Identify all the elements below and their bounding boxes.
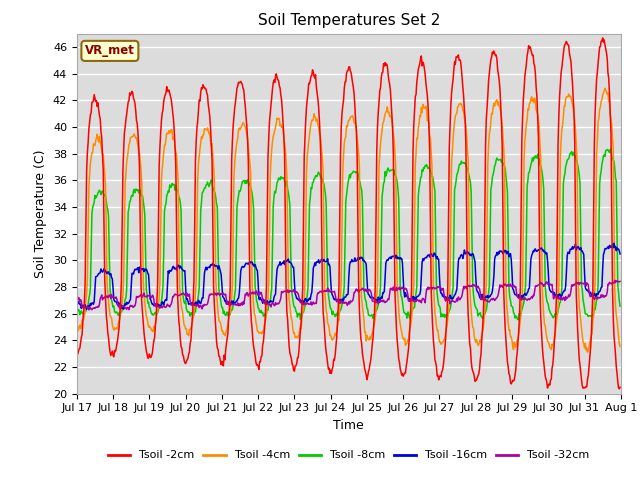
Line: Tsoil -8cm: Tsoil -8cm [77, 149, 620, 320]
Tsoil -32cm [616, 278, 624, 284]
Tsoil -32cm [611, 277, 619, 283]
Text: VR_met: VR_met [85, 44, 135, 58]
Tsoil -2cm [599, 35, 607, 41]
Tsoil -8cm [194, 298, 202, 303]
Tsoil -2cm [194, 119, 202, 124]
Tsoil -4cm [601, 85, 609, 91]
Tsoil -16cm [415, 292, 423, 298]
Tsoil -32cm [223, 301, 231, 307]
Tsoil -2cm [616, 386, 623, 392]
Tsoil -2cm [415, 66, 422, 72]
Tsoil -2cm [73, 348, 81, 353]
Tsoil -2cm [139, 310, 147, 316]
Line: Tsoil -16cm: Tsoil -16cm [77, 243, 620, 309]
Tsoil -16cm [616, 251, 624, 257]
Line: Tsoil -32cm: Tsoil -32cm [77, 280, 620, 310]
Tsoil -32cm [415, 299, 423, 304]
Tsoil -8cm [415, 193, 422, 199]
Line: Tsoil -2cm: Tsoil -2cm [77, 38, 620, 389]
Tsoil -2cm [616, 384, 624, 390]
Tsoil -32cm [140, 291, 147, 297]
Tsoil -4cm [415, 125, 422, 131]
X-axis label: Time: Time [333, 419, 364, 432]
Tsoil -8cm [139, 193, 147, 199]
Tsoil -16cm [431, 251, 439, 257]
Tsoil -16cm [610, 240, 618, 246]
Y-axis label: Soil Temperature (C): Soil Temperature (C) [35, 149, 47, 278]
Tsoil -4cm [194, 178, 202, 183]
Tsoil -4cm [223, 328, 230, 334]
Tsoil -32cm [83, 304, 90, 310]
Tsoil -4cm [616, 344, 624, 349]
Tsoil -16cm [195, 298, 202, 303]
Tsoil -32cm [85, 307, 93, 313]
Tsoil -4cm [584, 349, 591, 355]
Tsoil -8cm [73, 308, 81, 314]
Tsoil -16cm [73, 286, 81, 291]
Tsoil -16cm [140, 266, 147, 272]
Tsoil -32cm [73, 293, 81, 299]
Tsoil -16cm [83, 306, 90, 312]
Tsoil -4cm [430, 296, 438, 301]
Tsoil -4cm [83, 292, 90, 298]
Tsoil -2cm [430, 346, 438, 352]
Tsoil -8cm [607, 146, 615, 152]
Tsoil -16cm [84, 304, 92, 310]
Tsoil -32cm [195, 301, 202, 307]
Tsoil -2cm [223, 341, 230, 347]
Tsoil -16cm [223, 299, 231, 305]
Tsoil -4cm [73, 325, 81, 331]
Line: Tsoil -4cm: Tsoil -4cm [77, 88, 620, 352]
Tsoil -8cm [430, 184, 438, 190]
Legend: Tsoil -2cm, Tsoil -4cm, Tsoil -8cm, Tsoil -16cm, Tsoil -32cm: Tsoil -2cm, Tsoil -4cm, Tsoil -8cm, Tsoi… [104, 446, 594, 465]
Title: Soil Temperatures Set 2: Soil Temperatures Set 2 [258, 13, 440, 28]
Tsoil -8cm [514, 317, 522, 323]
Tsoil -32cm [431, 286, 439, 292]
Tsoil -8cm [83, 306, 90, 312]
Tsoil -8cm [616, 303, 624, 309]
Tsoil -4cm [139, 231, 147, 237]
Tsoil -2cm [83, 168, 90, 174]
Tsoil -8cm [223, 312, 230, 317]
